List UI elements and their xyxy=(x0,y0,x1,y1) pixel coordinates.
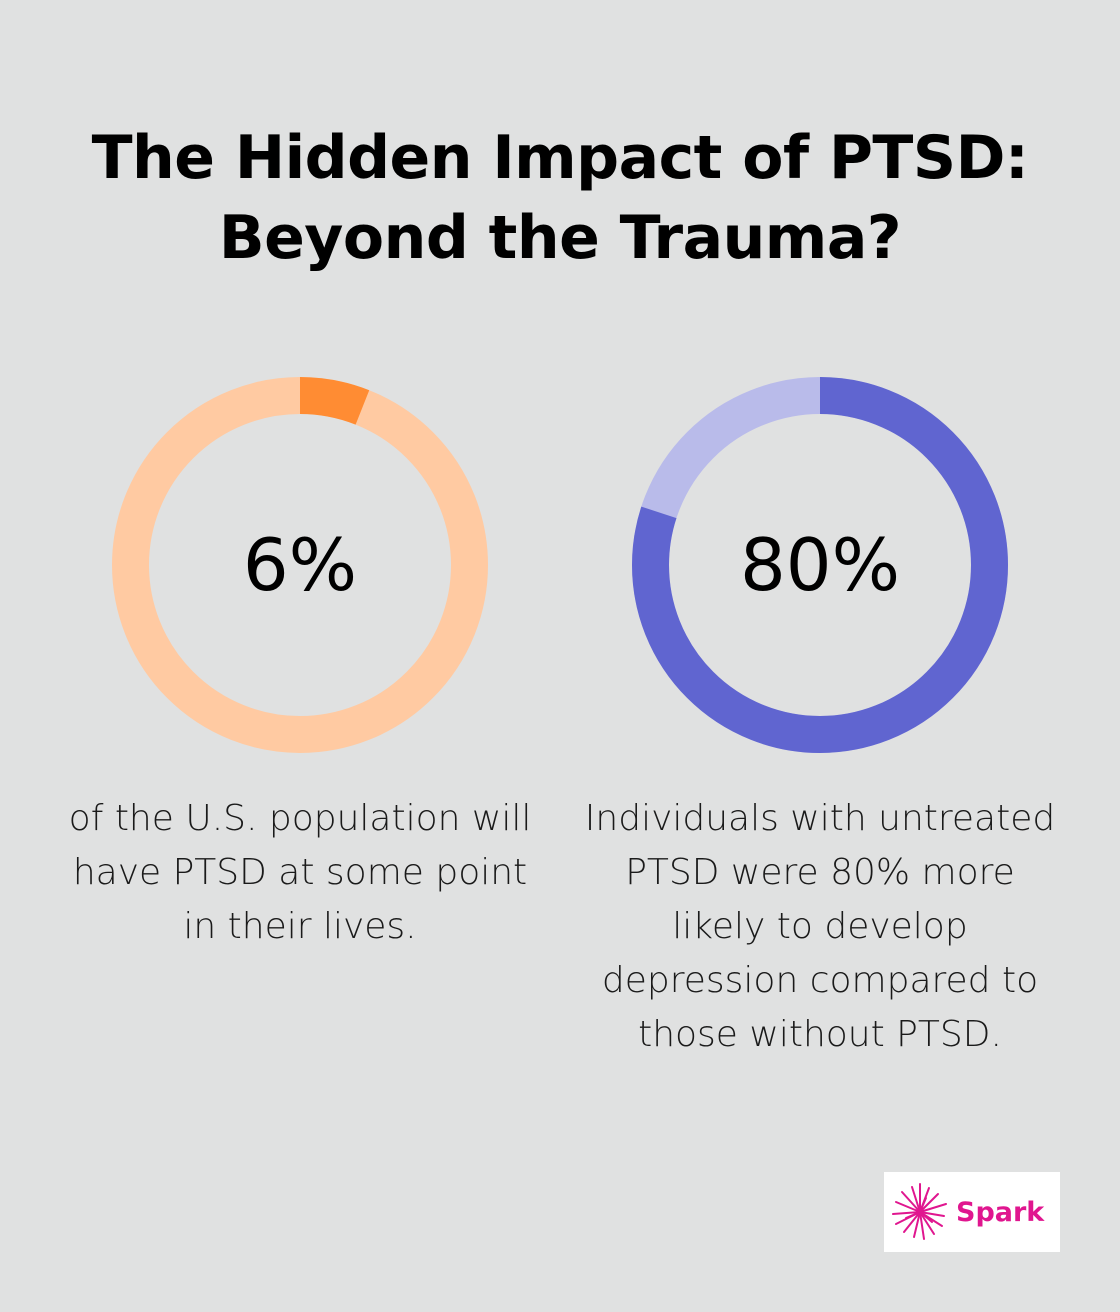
description-line: have PTSD at some point xyxy=(72,852,528,893)
donut-ring xyxy=(112,377,488,753)
stat-description-1: of the U.S. population will have PTSD at… xyxy=(40,792,560,954)
donut-ring xyxy=(632,377,1008,753)
stat-value: 6% xyxy=(242,523,358,607)
stat-description-2: Individuals with untreated PTSD were 80%… xyxy=(560,792,1080,1062)
description-line: depression compared to xyxy=(601,960,1039,1001)
donut-chart-6-percent: 6% xyxy=(112,377,488,753)
description-line: in their lives. xyxy=(183,906,417,947)
stat-value: 80% xyxy=(739,523,901,607)
title-line-2: Beyond the Trauma? xyxy=(218,203,902,273)
page-title: The Hidden Impact of PTSD: Beyond the Tr… xyxy=(0,118,1120,278)
title-line-1: The Hidden Impact of PTSD: xyxy=(91,123,1029,193)
description-line: Individuals with untreated xyxy=(584,798,1056,839)
description-line: PTSD were 80% more xyxy=(625,852,1015,893)
donut-chart-80-percent: 80% xyxy=(632,377,1008,753)
description-line: those without PTSD. xyxy=(638,1014,1002,1055)
description-line: likely to develop xyxy=(672,906,968,947)
description-line: of the U.S. population will xyxy=(68,798,532,839)
logo-text: Spark xyxy=(956,1196,1045,1228)
spark-logo: Spark xyxy=(884,1172,1060,1252)
starburst-icon xyxy=(892,1183,947,1240)
